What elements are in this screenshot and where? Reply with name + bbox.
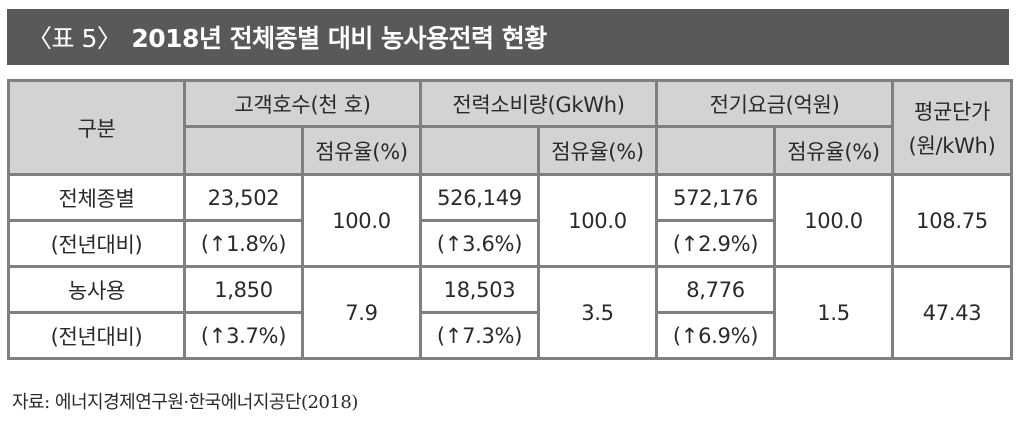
power-usage-table: 구분 고객호수(천 호) 전력소비량(GkWh) 전기요금(억원) 평균단가 (… bbox=[7, 79, 1014, 360]
header-consumption-value bbox=[419, 126, 540, 176]
table-row-total-change: (전년대비) (↑1.8%) (↑3.6%) (↑2.9%) bbox=[7, 219, 1012, 268]
table-title-text: 2018년 전체종별 대비 농사용전력 현황 bbox=[131, 24, 547, 53]
consumption-value: 18,503 bbox=[419, 265, 540, 314]
source-note: 자료: 에너지경제연구원·한국에너지공단(2018) bbox=[12, 392, 358, 413]
charge-share: 1.5 bbox=[773, 265, 895, 360]
header-avg-price-line2: (원/kWh) bbox=[908, 133, 996, 158]
header-customers: 고객호수(천 호) bbox=[183, 79, 422, 128]
avg-price: 47.43 bbox=[891, 265, 1014, 360]
table-row-agricultural-change: (전년대비) (↑3.7%) (↑7.3%) (↑6.9%) bbox=[7, 311, 1012, 360]
header-category: 구분 bbox=[7, 79, 186, 176]
charge-value: 572,176 bbox=[655, 173, 777, 222]
header-charge-share: 점유율(%) bbox=[773, 125, 895, 176]
charge-change: (↑2.9%) bbox=[655, 219, 777, 268]
row-sub-label: (전년대비) bbox=[7, 311, 186, 360]
customers-change: (↑3.7%) bbox=[183, 311, 304, 360]
customers-share: 100.0 bbox=[301, 173, 422, 268]
header-row-1: 구분 고객호수(천 호) 전력소비량(GkWh) 전기요금(억원) 평균단가 (… bbox=[7, 79, 1014, 176]
avg-price: 108.75 bbox=[891, 173, 1014, 268]
header-customers-value bbox=[183, 126, 304, 176]
row-label: 농사용 bbox=[7, 265, 186, 314]
consumption-change: (↑3.6%) bbox=[419, 219, 540, 268]
consumption-share: 100.0 bbox=[536, 173, 659, 268]
customers-value: 23,502 bbox=[183, 173, 304, 222]
header-charge-value bbox=[655, 126, 777, 176]
charge-value: 8,776 bbox=[655, 265, 777, 314]
table-title: 〈표 5〉 2018년 전체종별 대비 농사용전력 현황 bbox=[7, 9, 1009, 65]
header-charge: 전기요금(억원) bbox=[655, 79, 895, 128]
customers-share: 7.9 bbox=[301, 265, 422, 360]
header-row-2: 점유율(%) 점유율(%) 점유율(%) bbox=[9, 125, 1012, 176]
header-consumption-share: 점유율(%) bbox=[536, 125, 659, 176]
header-customers-share: 점유율(%) bbox=[301, 125, 422, 176]
row-sub-label: (전년대비) bbox=[7, 219, 186, 268]
header-consumption: 전력소비량(GkWh) bbox=[418, 79, 659, 128]
customers-value: 1,850 bbox=[183, 265, 304, 314]
header-avg-price-line1: 평균단가 bbox=[913, 99, 991, 124]
consumption-value: 526,149 bbox=[419, 173, 540, 222]
customers-change: (↑1.8%) bbox=[183, 219, 304, 268]
table-row-total: 전체종별 23,502 100.0 526,149 100.0 572,176 … bbox=[7, 173, 1014, 268]
header-avg-price: 평균단가 (원/kWh) bbox=[891, 79, 1014, 176]
charge-share: 100.0 bbox=[773, 173, 895, 268]
row-label: 전체종별 bbox=[7, 173, 186, 222]
table-row-agricultural: 농사용 1,850 7.9 18,503 3.5 8,776 1.5 47.43 bbox=[7, 265, 1014, 360]
consumption-change: (↑7.3%) bbox=[419, 311, 540, 360]
table-number: 〈표 5〉 bbox=[27, 24, 122, 53]
consumption-share: 3.5 bbox=[536, 265, 659, 360]
charge-change: (↑6.9%) bbox=[655, 311, 777, 360]
